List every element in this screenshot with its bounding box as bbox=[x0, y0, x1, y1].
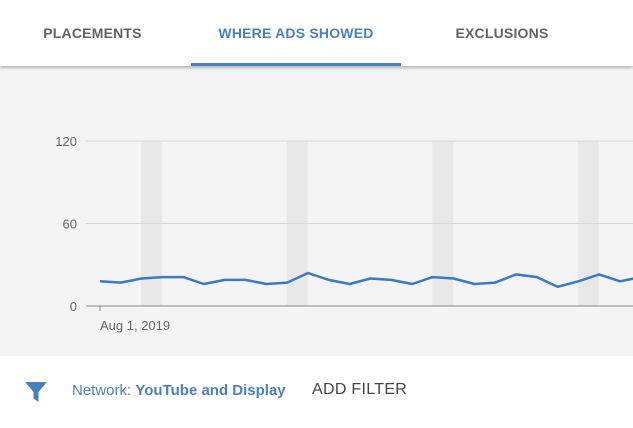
network-filter-prefix: Network: bbox=[72, 382, 136, 399]
network-filter-value: YouTube and Display bbox=[135, 382, 286, 399]
filter-bar: Network: YouTube and Display ADD FILTER bbox=[0, 356, 633, 428]
add-filter-button[interactable]: ADD FILTER bbox=[312, 381, 408, 398]
filter-icon[interactable] bbox=[25, 382, 47, 402]
line-chart-svg: 0 60 120 Aug 1, 2019 bbox=[55, 134, 633, 333]
x-axis-start-label: Aug 1, 2019 bbox=[100, 318, 170, 333]
tab-where-ads-showed[interactable]: WHERE ADS SHOWED bbox=[191, 0, 401, 66]
tab-exclusions[interactable]: EXCLUSIONS bbox=[430, 0, 574, 66]
y-tick-label: 60 bbox=[63, 217, 77, 232]
y-tick-label: 120 bbox=[55, 134, 77, 149]
tab-placements[interactable]: PLACEMENTS bbox=[20, 0, 165, 66]
tab-exclusions-label: EXCLUSIONS bbox=[455, 25, 549, 41]
tab-placements-label: PLACEMENTS bbox=[43, 25, 142, 41]
performance-chart: 0 60 120 Aug 1, 2019 bbox=[0, 66, 633, 356]
active-tab-indicator bbox=[191, 63, 401, 66]
tab-where-ads-showed-label: WHERE ADS SHOWED bbox=[218, 25, 374, 41]
tab-bar: PLACEMENTS WHERE ADS SHOWED EXCLUSIONS bbox=[0, 0, 633, 66]
network-filter-chip[interactable]: Network: YouTube and Display bbox=[72, 382, 286, 399]
y-tick-label: 0 bbox=[70, 299, 77, 314]
series-line[interactable] bbox=[99, 271, 633, 289]
